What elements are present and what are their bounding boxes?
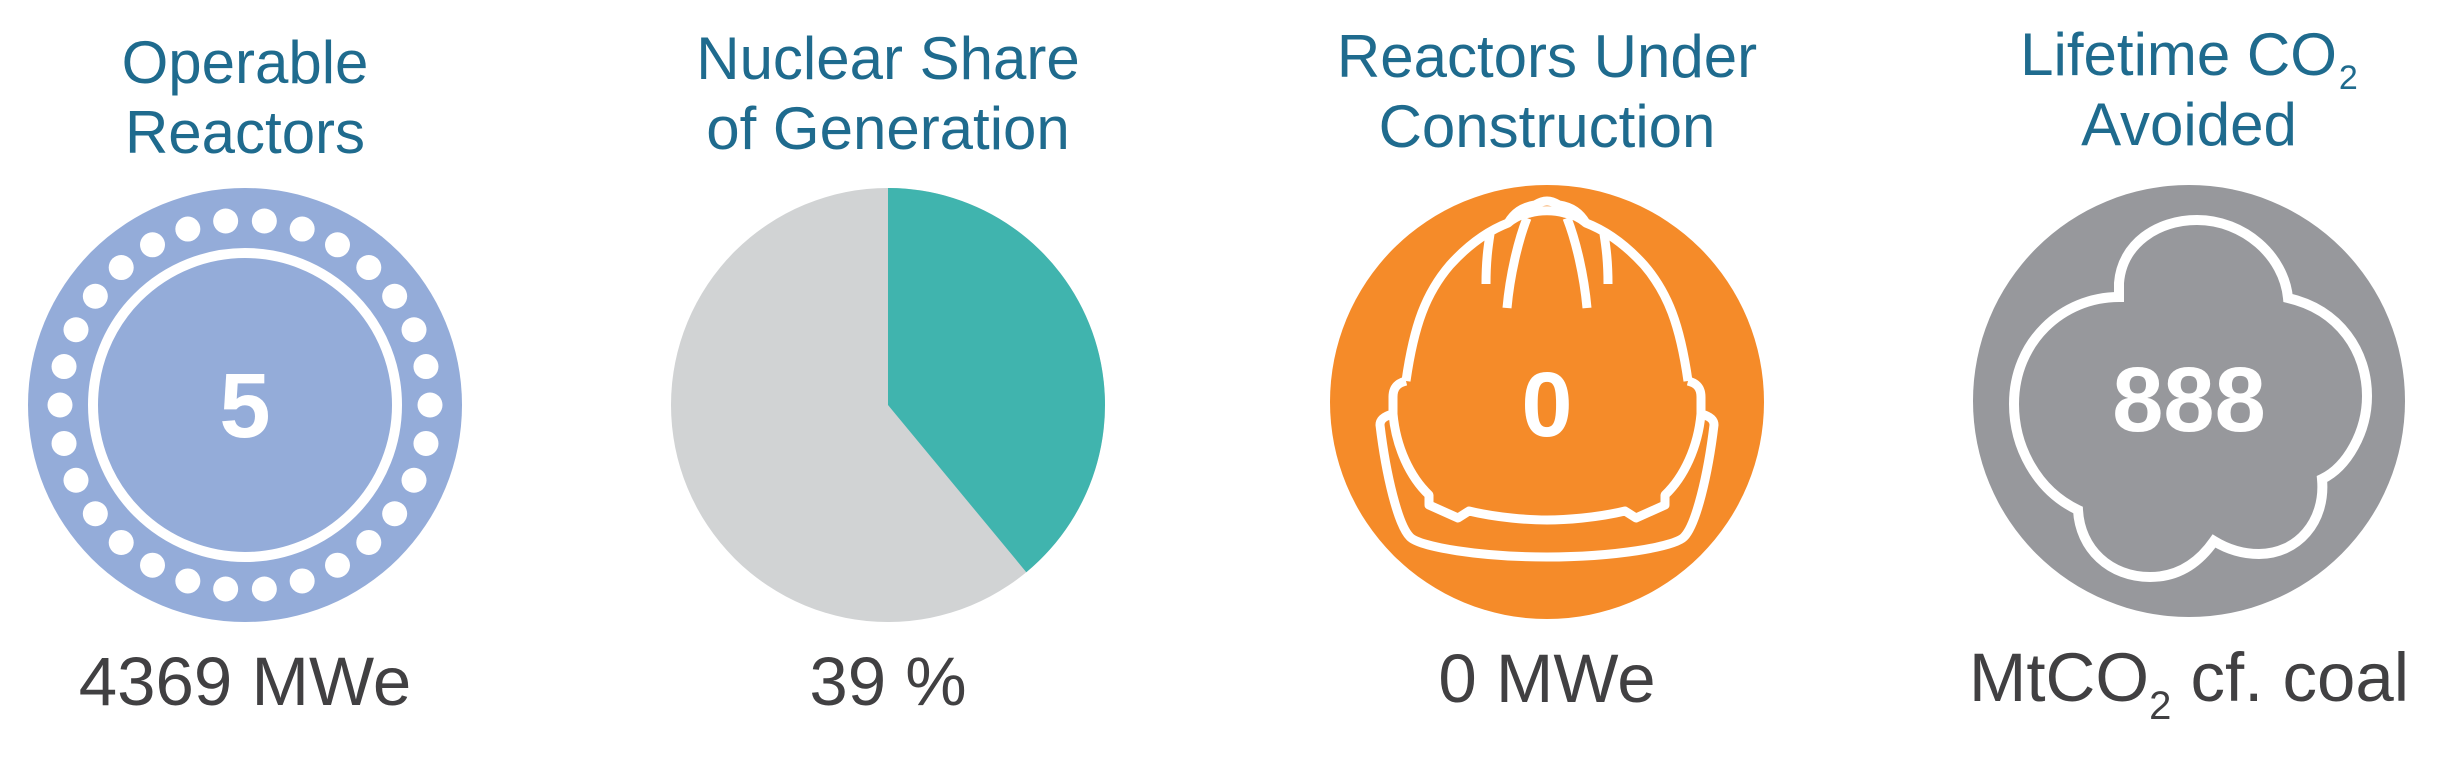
reactor-dot xyxy=(140,552,165,578)
reactor-dot xyxy=(356,255,382,281)
reactor-dot xyxy=(82,283,108,309)
title-line-1: Lifetime CO2 xyxy=(2020,21,2358,97)
reactor-dot xyxy=(251,576,277,602)
reactor-dot xyxy=(289,568,315,594)
pie-chart-icon xyxy=(671,188,1105,622)
reactor-dot xyxy=(175,568,201,594)
panel-co2-avoided: Lifetime CO2 Avoided 888 MtCO2 cf. coal xyxy=(1889,0,2456,761)
panel-title: Nuclear Share of Generation xyxy=(588,24,1188,164)
reactor-dot xyxy=(175,216,201,242)
reactor-dot xyxy=(108,529,134,555)
reactor-dot xyxy=(401,467,427,493)
subscript-2: 2 xyxy=(2338,59,2358,97)
reactor-dot xyxy=(140,232,165,258)
reactor-dot xyxy=(63,317,89,343)
panel-title: Lifetime CO2 Avoided xyxy=(1889,20,2456,160)
title-line-1: Nuclear Share xyxy=(696,25,1080,92)
construction-capacity-caption: 0 MWe xyxy=(1438,640,1656,717)
reactor-dot xyxy=(213,208,239,234)
reactor-dot xyxy=(413,354,439,380)
cloud-icon: 888 xyxy=(1972,184,2406,618)
operable-capacity-caption: 4369 MWe xyxy=(78,643,412,720)
reactor-dot xyxy=(325,232,350,258)
reactor-dot xyxy=(51,430,77,456)
reactor-dot xyxy=(51,354,77,380)
subscript-2: 2 xyxy=(2149,684,2172,728)
operable-reactors-count: 5 xyxy=(219,355,271,457)
reactor-core-icon: 5 xyxy=(28,188,462,622)
reactor-dot xyxy=(82,501,108,527)
reactor-dot xyxy=(417,392,443,418)
reactor-dot xyxy=(63,467,89,493)
reactor-dot xyxy=(382,501,408,527)
reactor-dot xyxy=(213,576,239,602)
reactors-under-construction-count: 0 xyxy=(1521,354,1573,456)
reactor-dot xyxy=(108,255,134,281)
title-line-2: Construction xyxy=(1378,93,1716,160)
nuclear-share-caption: 39 % xyxy=(809,643,967,720)
panel-nuclear-share: Nuclear Share of Generation 39 % xyxy=(588,0,1188,761)
title-line-1: Operable xyxy=(121,29,369,96)
reactor-dot xyxy=(251,208,277,234)
title-line-2: Avoided xyxy=(2081,91,2297,158)
panel-operable-reactors: Operable Reactors 5 4369 MWe xyxy=(0,0,545,761)
reactor-dot xyxy=(382,283,408,309)
reactor-dot xyxy=(356,529,382,555)
panel-title: Operable Reactors xyxy=(0,28,545,168)
panel-under-construction: Reactors Under Construction xyxy=(1247,0,1847,761)
co2-avoided-caption: MtCO2 cf. coal xyxy=(1968,639,2410,728)
pie-slice-nuclear xyxy=(888,188,1105,573)
reactor-dot xyxy=(47,392,73,418)
title-line-2: of Generation xyxy=(706,95,1070,162)
reactor-dot xyxy=(289,216,315,242)
title-line-2: Reactors xyxy=(124,99,366,166)
reactor-dot xyxy=(413,430,439,456)
co2-avoided-value: 888 xyxy=(2112,349,2266,451)
panel-title: Reactors Under Construction xyxy=(1247,22,1847,162)
hard-hat-icon: 0 xyxy=(1330,185,1764,619)
reactor-dot xyxy=(325,552,350,578)
reactor-dot xyxy=(401,317,427,343)
title-line-1: Reactors Under xyxy=(1336,23,1758,90)
